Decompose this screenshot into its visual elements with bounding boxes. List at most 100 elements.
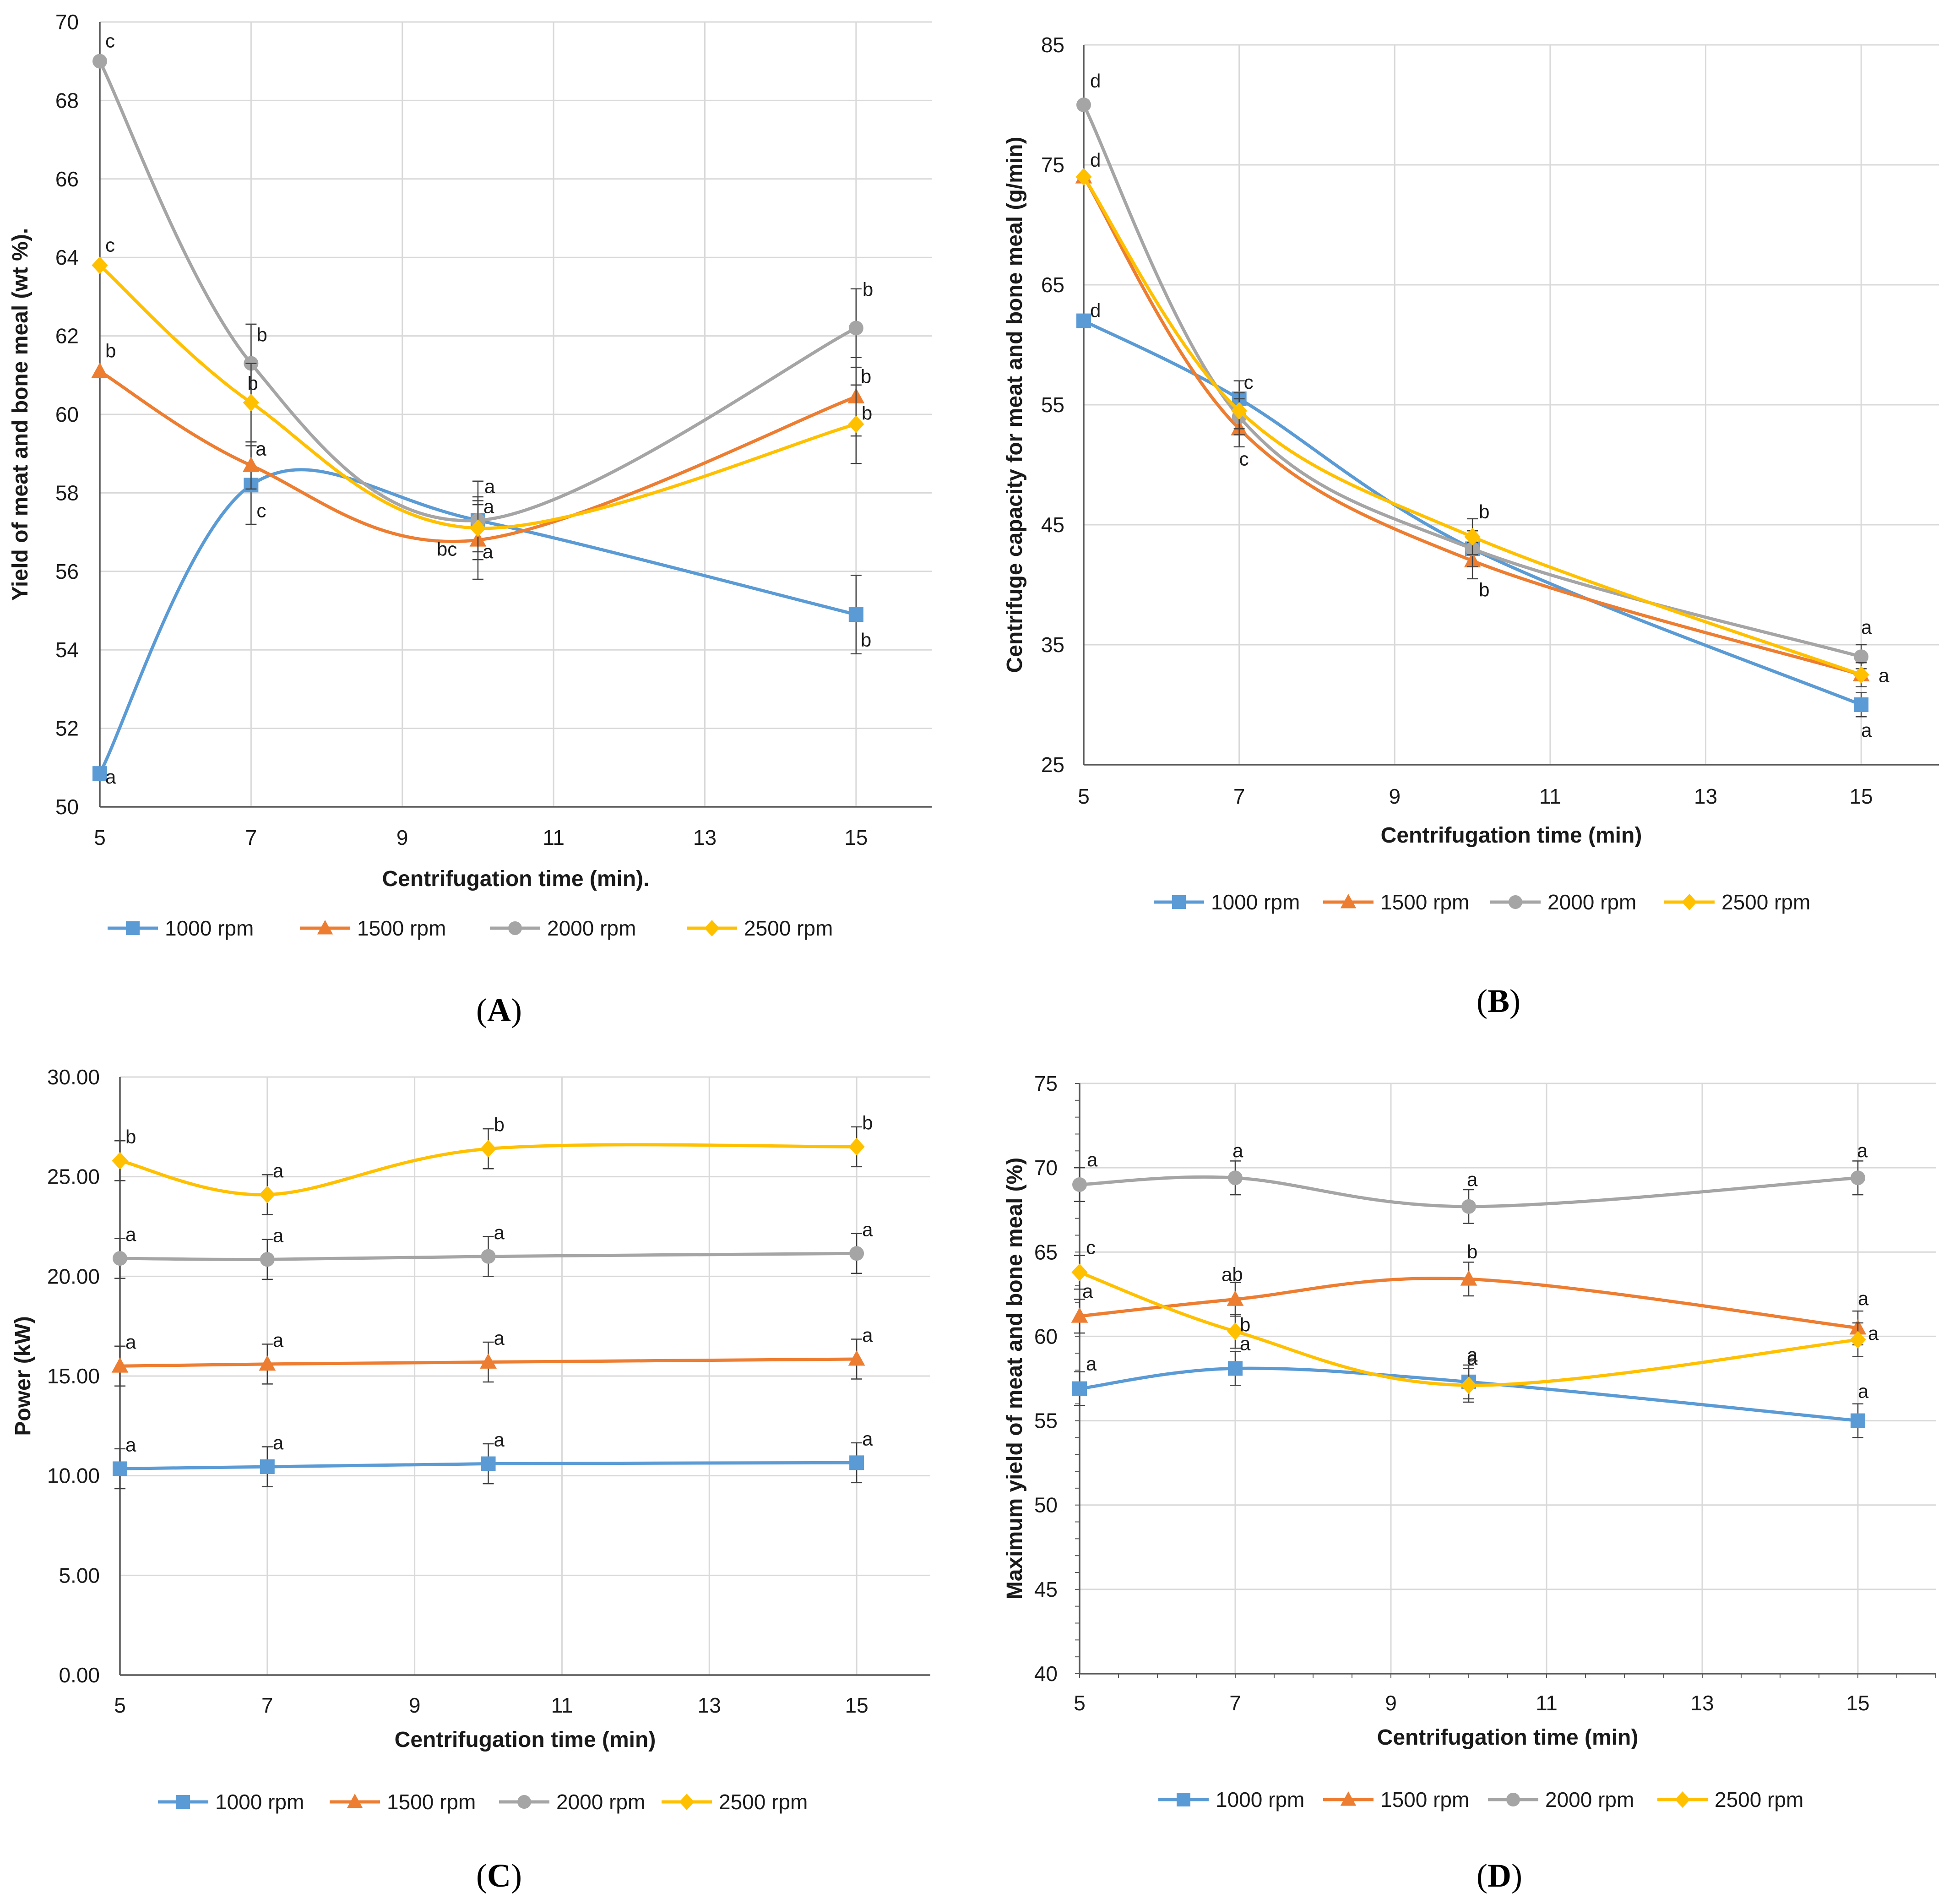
series-2000rpm <box>113 1233 864 1280</box>
legend-marker <box>704 920 720 936</box>
data-point <box>848 1350 865 1366</box>
y-tick-label: 55 <box>1041 393 1064 417</box>
significance-letter: a <box>1232 1140 1243 1161</box>
legend-item[interactable]: 2000 rpm <box>1488 1788 1634 1812</box>
legend-item[interactable]: 1000 rpm <box>108 916 254 940</box>
legend-label: 1000 rpm <box>1216 1788 1304 1812</box>
data-point <box>113 1251 127 1266</box>
legend-marker <box>508 921 522 935</box>
data-point <box>1076 313 1091 328</box>
x-tick-label: 5 <box>1074 1691 1086 1715</box>
significance-letter: bc <box>437 539 457 560</box>
data-point <box>1227 1290 1244 1306</box>
legend-item[interactable]: 2500 rpm <box>662 1790 808 1814</box>
data-point <box>1071 1263 1088 1281</box>
y-axis-title: Centrifuge capacity for meat and bone me… <box>1003 137 1027 673</box>
significance-letter: a <box>273 1329 284 1351</box>
legend-marker <box>1340 894 1357 908</box>
y-tick-label: 66 <box>55 167 79 191</box>
significance-letter: a <box>1858 1288 1869 1309</box>
y-tick-label: 55 <box>1034 1409 1058 1433</box>
significance-letter: ab <box>1222 1263 1243 1285</box>
chart-panel-d: 40 45 50 55 60 65 70 75 5 7 9 11 13 15 Centrifugation … <box>1003 1072 1936 1894</box>
legend-item[interactable]: 1500 rpm <box>1323 1788 1469 1812</box>
significance-letter: a <box>125 1224 136 1245</box>
significance-letter: a <box>273 1224 284 1246</box>
data-point <box>242 457 260 472</box>
significance-letter: c <box>1244 371 1254 393</box>
series-line <box>119 1461 857 1470</box>
legend-item[interactable]: 1000 rpm <box>1154 890 1300 914</box>
significance-letter: b <box>494 1114 505 1136</box>
y-axis-title: Maximum yield of meat and bone meal (%) <box>1003 1158 1027 1600</box>
legend-marker <box>1682 894 1697 910</box>
legend-item[interactable]: 2000 rpm <box>1490 890 1636 914</box>
legend-label: 2500 rpm <box>1715 1788 1803 1812</box>
series-1500rpm <box>111 1338 865 1387</box>
data-point <box>1460 1270 1477 1286</box>
series-line <box>1079 1271 1858 1387</box>
legend-item[interactable]: 1500 rpm <box>1323 890 1469 914</box>
data-point <box>1851 1170 1865 1186</box>
series-2500rpm <box>92 256 864 553</box>
data-point <box>849 1455 864 1470</box>
data-point <box>848 607 863 622</box>
x-tick-label: 5 <box>94 826 106 849</box>
legend-marker <box>1340 1791 1357 1806</box>
y-tick-label: 20.00 <box>47 1264 100 1288</box>
panel-label: (A) <box>476 992 522 1028</box>
x-tick-label: 7 <box>1233 784 1245 808</box>
x-tick-label: 13 <box>1694 784 1717 808</box>
y-tick-label: 40 <box>1034 1662 1058 1686</box>
x-axis-title: Centrifugation time (min). <box>382 867 650 891</box>
y-tick-label: 64 <box>55 245 79 269</box>
legend-item[interactable]: 1000 rpm <box>158 1790 304 1814</box>
significance-letter: a <box>1467 1344 1478 1365</box>
legend-item[interactable]: 1000 rpm <box>1158 1788 1304 1812</box>
data-point <box>260 1459 275 1474</box>
significance-letter: a <box>1861 616 1872 638</box>
legend-item[interactable]: 1500 rpm <box>300 916 446 940</box>
significance-letter: a <box>1467 1169 1478 1190</box>
chart-panel-c: 0.00 5.00 10.00 15.00 20.00 25.00 30.00 5 7 9 11 13… <box>11 1065 930 1894</box>
y-tick-label: 15.00 <box>47 1364 100 1388</box>
legend-label: 1000 rpm <box>215 1790 304 1814</box>
series-2000rpm <box>1072 1160 1865 1224</box>
data-point <box>1854 649 1869 664</box>
significance-letter: d <box>1090 300 1101 321</box>
significance-letter: a <box>273 1432 284 1453</box>
y-axis-title: Yield of meat and bone meal (wt %). <box>8 228 33 601</box>
data-point <box>1072 1381 1087 1396</box>
legend-item[interactable]: 2000 rpm <box>490 916 636 940</box>
legend-label: 2000 rpm <box>1545 1788 1634 1812</box>
y-tick-label: 58 <box>55 481 79 505</box>
y-tick-label: 25.00 <box>47 1165 100 1189</box>
data-point <box>1228 1361 1243 1376</box>
significance-letter: c <box>1239 448 1249 469</box>
y-tick-label: 52 <box>55 717 79 740</box>
series-line <box>98 264 857 530</box>
legend-item[interactable]: 2500 rpm <box>1664 890 1810 914</box>
legend-label: 2500 rpm <box>1721 890 1810 914</box>
significance-letter: a <box>1082 1280 1093 1302</box>
legend-marker <box>317 920 333 935</box>
x-tick-label: 7 <box>1229 1691 1241 1715</box>
significance-letter: a <box>483 541 494 562</box>
y-axis-title: Power (kW) <box>11 1316 35 1436</box>
legend-item[interactable]: 2000 rpm <box>499 1790 645 1814</box>
series-line <box>119 1357 857 1368</box>
x-tick-label: 15 <box>845 1693 869 1717</box>
series-2500rpm <box>1071 1255 1866 1403</box>
x-axis-title: Centrifugation time (min) <box>1381 823 1642 848</box>
significance-letter: c <box>105 234 115 256</box>
data-point <box>92 54 107 69</box>
y-tick-label: 54 <box>55 638 79 662</box>
y-tick-label: 75 <box>1034 1072 1058 1095</box>
legend-marker <box>1506 1793 1520 1806</box>
x-tick-label: 9 <box>1385 1691 1397 1715</box>
legend-item[interactable]: 2500 rpm <box>1657 1788 1803 1812</box>
legend-item[interactable]: 2500 rpm <box>687 916 833 940</box>
y-tick-label: 25 <box>1041 753 1064 777</box>
legend-item[interactable]: 1500 rpm <box>330 1790 476 1814</box>
significance-letter: a <box>1868 1322 1879 1344</box>
